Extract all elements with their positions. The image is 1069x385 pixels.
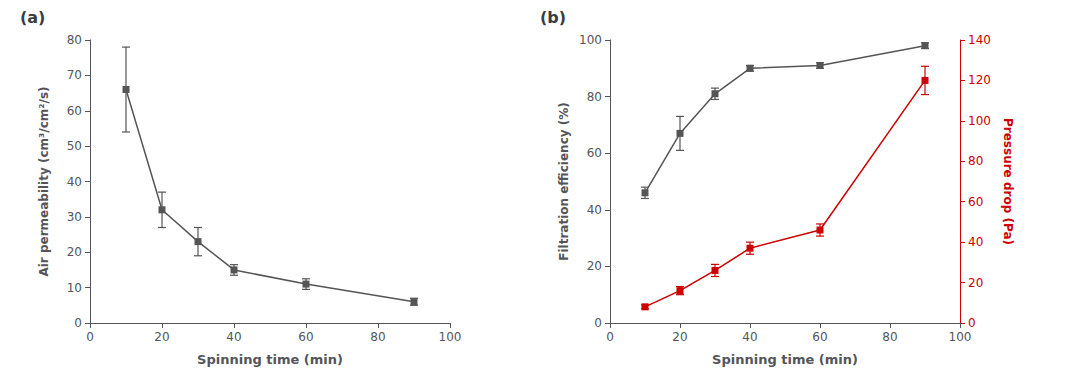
svg-text:140: 140 — [968, 33, 991, 47]
svg-text:30: 30 — [67, 210, 82, 224]
svg-text:60: 60 — [968, 195, 983, 209]
svg-text:80: 80 — [587, 90, 602, 104]
svg-text:60: 60 — [812, 330, 827, 344]
svg-text:40: 40 — [226, 330, 241, 344]
svg-text:60: 60 — [298, 330, 313, 344]
svg-text:20: 20 — [672, 330, 687, 344]
svg-text:80: 80 — [67, 33, 82, 47]
svg-text:20: 20 — [587, 259, 602, 273]
svg-text:70: 70 — [67, 68, 82, 82]
svg-text:Spinning time (min): Spinning time (min) — [712, 352, 858, 367]
svg-text:20: 20 — [67, 245, 82, 259]
svg-text:0: 0 — [594, 316, 602, 330]
svg-text:Air permeability (cm³/cm²/s): Air permeability (cm³/cm²/s) — [37, 86, 51, 276]
svg-text:Spinning time (min): Spinning time (min) — [197, 352, 343, 367]
svg-text:100: 100 — [968, 114, 991, 128]
svg-text:40: 40 — [587, 203, 602, 217]
svg-text:20: 20 — [968, 276, 983, 290]
svg-text:60: 60 — [67, 104, 82, 118]
svg-text:Pressure drop (Pa): Pressure drop (Pa) — [1001, 118, 1015, 245]
svg-text:40: 40 — [968, 235, 983, 249]
svg-text:Filtration efficiency (%): Filtration efficiency (%) — [557, 102, 571, 261]
svg-text:40: 40 — [67, 175, 82, 189]
svg-text:10: 10 — [67, 281, 82, 295]
svg-text:60: 60 — [587, 146, 602, 160]
svg-text:50: 50 — [67, 139, 82, 153]
svg-text:80: 80 — [882, 330, 897, 344]
svg-text:80: 80 — [968, 154, 983, 168]
svg-text:0: 0 — [74, 316, 82, 330]
svg-text:(a): (a) — [20, 8, 45, 27]
svg-text:40: 40 — [742, 330, 757, 344]
svg-text:100: 100 — [949, 330, 972, 344]
svg-text:120: 120 — [968, 73, 991, 87]
svg-text:(b): (b) — [540, 8, 566, 27]
svg-text:0: 0 — [968, 316, 976, 330]
svg-text:20: 20 — [154, 330, 169, 344]
svg-text:100: 100 — [439, 330, 462, 344]
svg-text:0: 0 — [606, 330, 614, 344]
svg-text:80: 80 — [370, 330, 385, 344]
svg-text:100: 100 — [579, 33, 602, 47]
svg-text:0: 0 — [86, 330, 94, 344]
